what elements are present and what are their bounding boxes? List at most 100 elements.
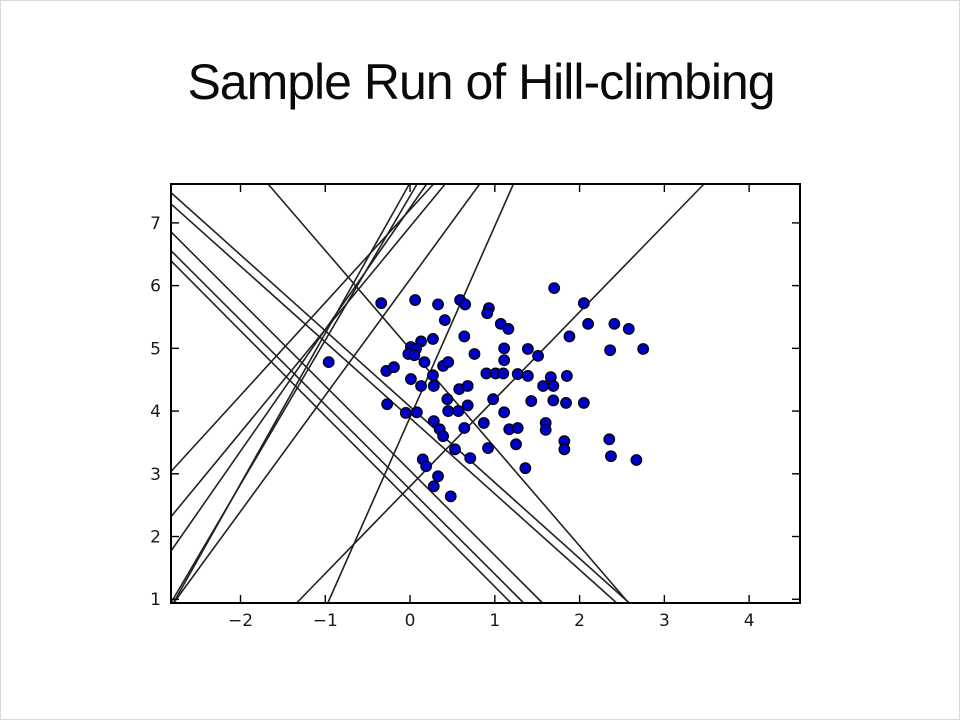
data-point [432,470,444,483]
data-point [438,314,451,327]
x-tick-label: −1 [313,611,338,631]
data-point [449,443,461,456]
hypothesis-line [170,231,544,604]
data-point [577,397,590,409]
data-point [437,430,450,443]
data-point [468,348,481,360]
data-point [525,395,538,407]
data-point [427,415,440,427]
data-point [375,297,388,310]
hypothesis-line [170,183,435,473]
y-tick-label: 2 [150,528,161,548]
data-point [582,317,594,330]
data-point [381,398,394,411]
data-point [510,438,522,451]
data-point [502,322,515,335]
hypothesis-line [170,260,512,604]
data-point [511,422,524,434]
data-point [498,406,511,419]
data-point [442,405,455,417]
data-point [322,356,335,369]
data-point [498,342,511,355]
y-tick-label: 5 [150,339,161,359]
hypothesis-line [172,183,481,604]
data-point [558,443,571,456]
hypothesis-line [170,250,525,604]
data-point [458,330,471,343]
data-point [458,422,471,434]
hypothesis-line [170,192,630,604]
data-point [405,373,417,385]
data-point [511,368,524,380]
hypothesis-line [170,183,446,518]
data-point [519,462,532,475]
x-tick-label: 2 [574,611,585,631]
x-tick-label: −2 [228,611,253,631]
y-tick-label: 3 [150,465,161,485]
data-point [399,407,412,419]
data-point [603,433,616,446]
data-point [548,282,561,295]
data-point [604,344,617,357]
data-point [388,361,400,374]
data-point [521,343,534,355]
data-point [427,369,439,382]
hypothesis-line [172,183,411,604]
data-point [521,370,534,382]
data-point [442,356,455,369]
data-point [498,354,511,367]
data-point [560,397,572,409]
x-tick-label: 3 [659,611,670,631]
data-point [537,380,550,392]
hypothesis-line [296,183,705,604]
data-point [432,298,444,311]
data-point [605,450,617,463]
data-point [487,393,500,406]
data-point [547,380,560,392]
data-point [427,333,439,345]
data-point [539,423,552,436]
hypothesis-line [170,203,618,604]
y-tick-label: 6 [150,277,161,297]
hypothesis-line [327,183,515,604]
data-point [532,349,544,362]
data-point [418,356,431,369]
data-point [452,405,465,417]
data-point [427,380,440,392]
y-tick-label: 7 [150,214,161,234]
data-point [608,317,621,330]
page-title: Sample Run of Hill-climbing [187,54,775,110]
data-point [459,298,472,311]
x-tick-label: 0 [405,611,416,631]
data-point [560,370,573,382]
data-point [461,399,474,412]
data-point [497,367,510,380]
hypothesis-line [170,183,418,604]
data-point [464,452,477,465]
data-point [482,442,494,454]
data-point [461,380,474,392]
hypothesis-line [170,183,428,552]
data-point [444,490,457,503]
data-point [410,406,423,419]
x-tick-label: 4 [744,611,755,631]
data-point [427,480,440,493]
y-tick-label: 4 [150,402,161,422]
data-point [547,394,560,407]
plot-frame [170,183,801,604]
y-tick-label: 1 [150,590,161,610]
data-point [415,380,427,392]
data-point [408,349,421,362]
data-point [563,330,576,343]
data-point [481,307,494,320]
data-point [622,322,635,335]
x-tick-label: 1 [489,611,500,631]
data-point [441,393,454,406]
data-point [630,454,643,466]
data-point [409,294,422,306]
data-point [577,297,590,310]
data-point [637,343,650,355]
data-point [477,417,490,429]
